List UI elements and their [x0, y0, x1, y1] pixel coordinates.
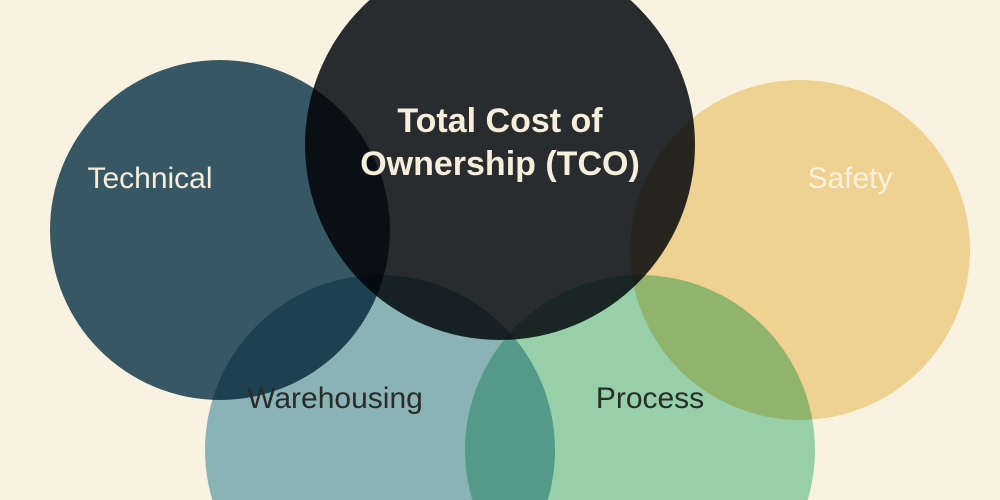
venn-diagram: TechnicalSafetyWarehousingProcessTotal C…	[0, 0, 1000, 500]
